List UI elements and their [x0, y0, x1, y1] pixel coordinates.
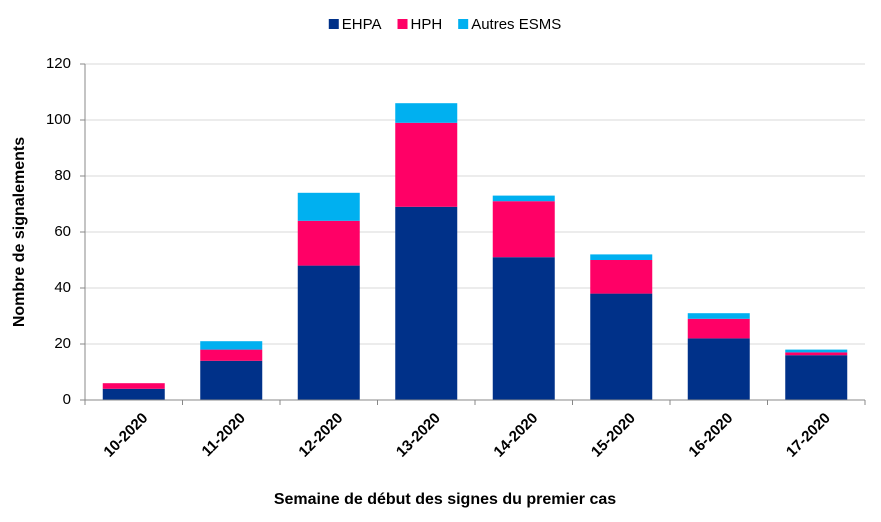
- bar-segment: [687, 318, 750, 339]
- legend-label: HPH: [411, 16, 443, 33]
- x-tick-label: 12-2020: [295, 410, 346, 461]
- bar-segment: [395, 122, 458, 207]
- legend: EHPA HPH Autres ESMS: [328, 16, 561, 33]
- bar-segment: [492, 195, 555, 202]
- x-tick-label: 14-2020: [490, 410, 541, 461]
- y-tick-label: 80: [54, 167, 71, 184]
- y-tick-label: 40: [54, 279, 71, 296]
- legend-swatch: [397, 19, 408, 29]
- x-tick-label: 17-2020: [783, 410, 834, 461]
- y-tick-label: 0: [63, 391, 71, 408]
- legend-label: EHPA: [342, 16, 382, 33]
- y-tick-label: 60: [54, 223, 71, 240]
- bar-segment: [200, 349, 263, 361]
- x-tick-label: 13-2020: [393, 410, 444, 461]
- y-tick-label: 20: [54, 335, 71, 352]
- legend-swatch: [458, 19, 469, 29]
- bar-segment: [785, 352, 848, 356]
- bar-segment: [492, 257, 555, 400]
- x-axis-title: Semaine de début des signes du premier c…: [274, 491, 616, 508]
- x-tick-label: 15-2020: [588, 410, 639, 461]
- y-tick-label: 120: [46, 55, 71, 72]
- bar-segment: [297, 192, 360, 221]
- bar-segment: [297, 220, 360, 266]
- y-axis-title: Nombre de signalements: [11, 137, 28, 327]
- bar-segment: [297, 265, 360, 400]
- bar-segment: [590, 293, 653, 400]
- bar-segment: [687, 313, 750, 319]
- x-tick-label: 16-2020: [685, 410, 736, 461]
- legend-label: Autres ESMS: [471, 16, 561, 33]
- x-tick-label: 10-2020: [100, 410, 151, 461]
- bar-segment: [590, 254, 653, 260]
- bar-segment: [785, 355, 848, 400]
- bar-segment: [200, 341, 263, 350]
- bar-segment: [492, 201, 555, 258]
- x-tick-label: 11-2020: [199, 410, 249, 460]
- y-tick-label: 100: [46, 111, 71, 128]
- bar-segment: [590, 260, 653, 294]
- legend-swatch: [328, 19, 339, 29]
- bar-segment: [200, 360, 263, 400]
- bar-segment: [102, 383, 165, 389]
- bar-segment: [395, 206, 458, 400]
- bar-segment: [102, 388, 165, 400]
- bar-segment: [785, 349, 848, 353]
- bar-segment: [395, 103, 458, 123]
- bar-segment: [687, 338, 750, 400]
